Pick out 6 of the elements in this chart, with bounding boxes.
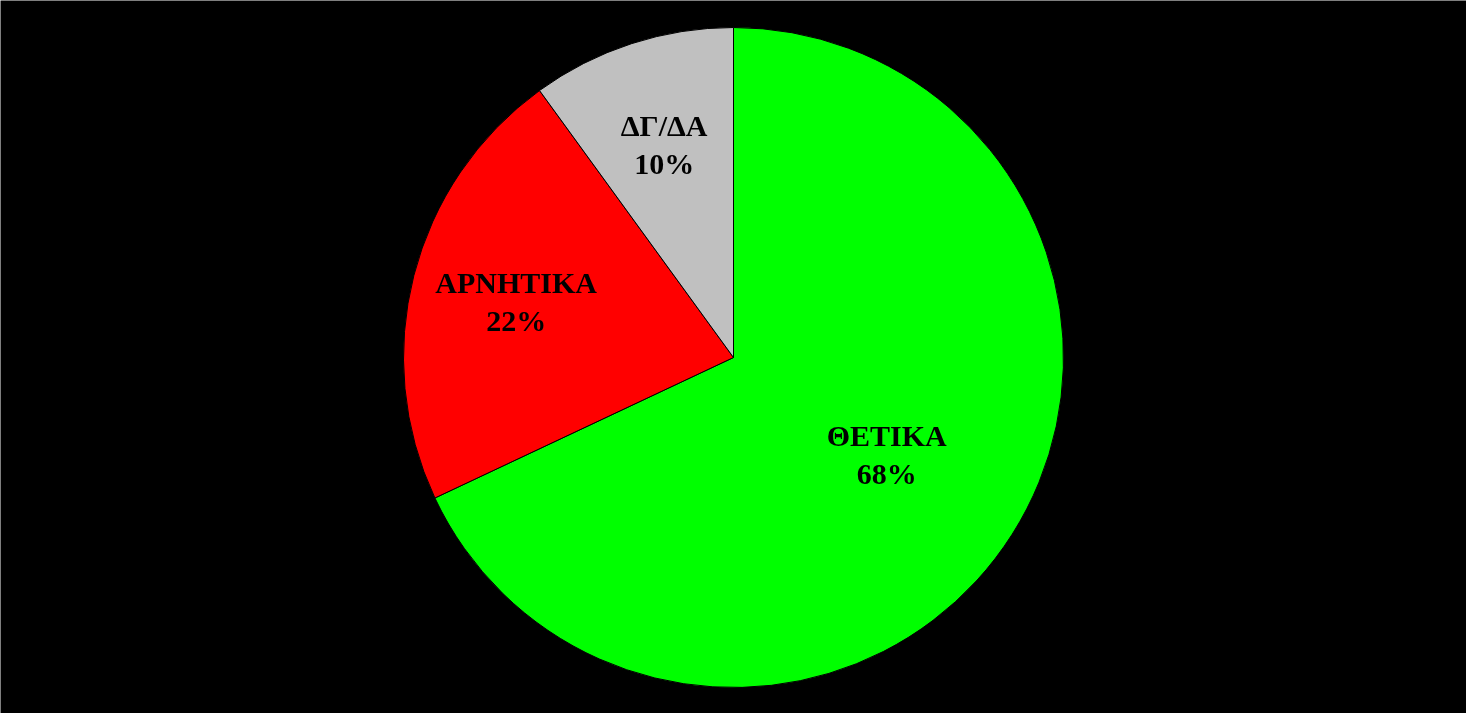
data-label: 68% [856,457,917,491]
data-label: 10% [634,146,695,180]
slice-label: ΘΕΤΙΚΑ [826,419,948,453]
slice-label: ΔΓ/ΔΑ [620,108,708,142]
data-label: 22% [486,304,547,338]
slice-label: ΑΡΝΗΤΙΚΑ [435,266,598,300]
